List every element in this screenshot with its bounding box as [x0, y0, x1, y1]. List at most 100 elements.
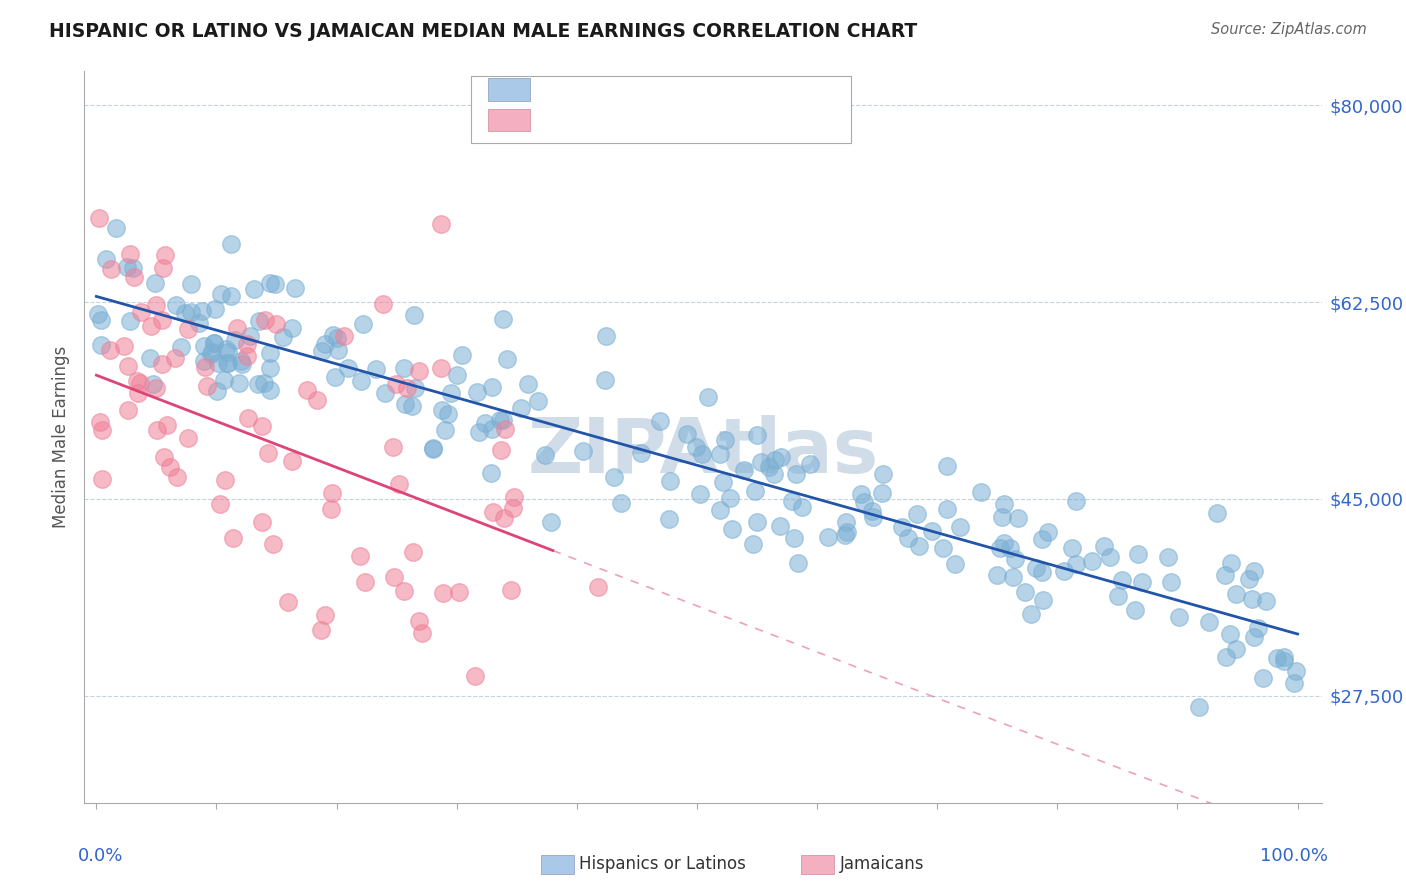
- Point: [1213, 568, 1236, 582]
- Point: [336, 361, 359, 376]
- Point: [1111, 573, 1133, 587]
- Point: [115, 260, 138, 275]
- Point: [897, 531, 920, 545]
- Point: [991, 509, 1014, 524]
- Point: [90, 313, 112, 327]
- Point: [534, 448, 557, 462]
- Point: [986, 567, 1008, 582]
- Text: Jamaicans: Jamaicans: [839, 855, 924, 872]
- Point: [122, 260, 145, 275]
- Point: [768, 519, 790, 533]
- Point: [139, 351, 162, 365]
- Point: [1031, 532, 1053, 546]
- Point: [650, 414, 672, 428]
- Point: [422, 441, 444, 455]
- Point: [782, 494, 804, 508]
- Point: [209, 497, 232, 511]
- Point: [118, 247, 141, 261]
- Point: [949, 520, 972, 534]
- Point: [489, 443, 512, 458]
- Point: [1206, 506, 1229, 520]
- Point: [770, 450, 793, 464]
- Point: [659, 474, 682, 488]
- Point: [252, 515, 274, 529]
- Point: [1098, 549, 1121, 564]
- Point: [408, 363, 430, 377]
- Point: [595, 329, 617, 343]
- Point: [229, 353, 252, 368]
- Point: [239, 329, 262, 343]
- Point: [323, 370, 346, 384]
- Point: [165, 298, 187, 312]
- Point: [127, 386, 149, 401]
- Point: [392, 584, 415, 599]
- Point: [481, 422, 503, 436]
- Point: [259, 346, 281, 360]
- Point: [201, 344, 224, 359]
- Point: [468, 425, 491, 439]
- Point: [721, 522, 744, 536]
- Point: [254, 313, 277, 327]
- Point: [401, 400, 423, 414]
- Point: [325, 331, 347, 345]
- Point: [166, 470, 188, 484]
- Point: [350, 374, 373, 388]
- Point: [163, 351, 186, 365]
- Point: [89, 211, 111, 225]
- Point: [790, 500, 813, 514]
- Point: [321, 485, 343, 500]
- Point: [502, 501, 524, 516]
- Point: [145, 298, 167, 312]
- Point: [440, 385, 463, 400]
- Point: [143, 276, 166, 290]
- Point: [311, 344, 333, 359]
- Point: [145, 423, 167, 437]
- Point: [125, 374, 148, 388]
- Point: [422, 442, 444, 456]
- Point: [464, 669, 486, 683]
- Point: [259, 383, 281, 397]
- Point: [1220, 556, 1243, 570]
- Point: [834, 528, 856, 542]
- Point: [404, 381, 426, 395]
- Point: [259, 360, 281, 375]
- Point: [451, 347, 474, 361]
- Point: [943, 557, 966, 571]
- Point: [481, 380, 503, 394]
- Point: [993, 497, 1015, 511]
- Point: [970, 485, 993, 500]
- Point: [482, 505, 505, 519]
- Point: [314, 337, 336, 351]
- Point: [354, 574, 377, 589]
- Point: [104, 221, 127, 235]
- Point: [90, 423, 112, 437]
- Point: [692, 447, 714, 461]
- Point: [1031, 565, 1053, 579]
- Point: [630, 446, 652, 460]
- Point: [785, 467, 807, 482]
- Point: [685, 440, 707, 454]
- Point: [215, 356, 238, 370]
- Point: [446, 368, 468, 382]
- Point: [430, 402, 453, 417]
- Point: [744, 483, 766, 498]
- Point: [709, 447, 731, 461]
- Point: [733, 463, 755, 477]
- Point: [314, 607, 336, 622]
- Point: [1254, 593, 1277, 607]
- Point: [853, 495, 876, 509]
- Point: [1243, 630, 1265, 644]
- Point: [129, 305, 152, 319]
- Point: [1157, 550, 1180, 565]
- Point: [94, 252, 117, 266]
- Point: [402, 308, 425, 322]
- Point: [1285, 664, 1308, 678]
- Point: [394, 397, 416, 411]
- Text: ZIPAtlas: ZIPAtlas: [527, 415, 879, 489]
- Point: [799, 457, 821, 471]
- Point: [87, 307, 110, 321]
- Point: [204, 301, 226, 316]
- Point: [988, 541, 1011, 555]
- Point: [1284, 675, 1306, 690]
- Point: [326, 343, 349, 358]
